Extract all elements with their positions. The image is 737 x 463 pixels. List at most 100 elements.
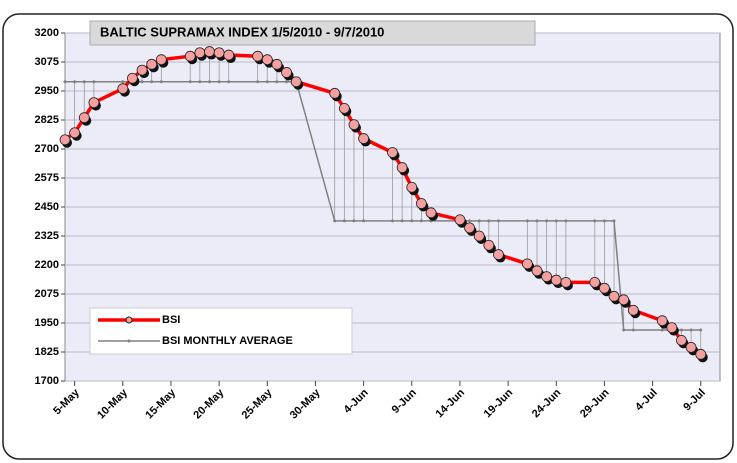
- marker: [589, 276, 601, 288]
- legend-box: [89, 307, 353, 355]
- marker: [400, 219, 404, 223]
- y-tick-label: 2575: [35, 172, 59, 184]
- marker: [419, 219, 423, 223]
- marker: [410, 219, 414, 223]
- marker: [535, 219, 539, 223]
- marker: [396, 162, 408, 173]
- marker: [679, 328, 683, 332]
- layer: [59, 32, 720, 386]
- marker: [525, 219, 529, 223]
- marker: [464, 222, 475, 234]
- marker: [656, 315, 668, 327]
- marker: [425, 207, 437, 219]
- marker: [608, 290, 620, 302]
- marker: [333, 219, 337, 223]
- marker: [271, 58, 283, 70]
- legend-label: BSI: [162, 314, 180, 326]
- marker: [155, 54, 167, 66]
- marker: [92, 80, 96, 84]
- marker: [406, 181, 418, 193]
- series-line: [65, 80, 701, 331]
- marker: [198, 80, 202, 84]
- marker: [612, 219, 616, 223]
- marker: [188, 80, 192, 84]
- y-tick-label: 2950: [35, 85, 59, 97]
- marker: [329, 87, 341, 99]
- title-box: [89, 20, 536, 46]
- marker: [140, 80, 144, 84]
- marker: [352, 219, 356, 223]
- marker: [627, 304, 639, 316]
- marker: [281, 67, 292, 78]
- marker: [602, 219, 606, 223]
- marker: [63, 80, 67, 84]
- marker: [362, 219, 366, 223]
- marker: [150, 80, 154, 84]
- marker: [227, 80, 231, 84]
- marker: [275, 80, 279, 84]
- y-tick-label: 2075: [35, 288, 59, 300]
- marker: [290, 76, 302, 88]
- y-tick-label: 1950: [35, 317, 59, 329]
- marker: [159, 80, 163, 84]
- marker: [545, 219, 549, 223]
- marker: [599, 282, 610, 294]
- marker: [541, 271, 553, 283]
- y-tick-label: 2200: [35, 259, 59, 271]
- marker: [415, 198, 427, 209]
- marker: [483, 239, 495, 251]
- marker: [69, 127, 81, 139]
- marker: [477, 219, 481, 223]
- marker: [78, 112, 90, 124]
- marker: [348, 119, 360, 131]
- marker: [217, 80, 221, 84]
- marker: [204, 46, 215, 57]
- marker: [666, 322, 678, 334]
- chart-title: BALTIC SUPRAMAX INDEX 1/5/2010 - 9/7/201…: [100, 24, 384, 39]
- marker: [689, 328, 693, 332]
- y-tick-label: 2700: [35, 143, 59, 155]
- marker: [676, 334, 687, 346]
- marker: [223, 49, 235, 61]
- marker: [496, 219, 500, 223]
- y-tick-label: 2450: [35, 201, 59, 213]
- y-tick-label: 3200: [35, 27, 59, 39]
- marker: [699, 328, 703, 332]
- marker: [252, 50, 264, 62]
- marker: [560, 276, 572, 288]
- marker: [618, 294, 630, 306]
- y-tick-label: 3075: [35, 56, 59, 68]
- marker: [73, 80, 77, 84]
- marker: [550, 274, 562, 286]
- marker: [285, 80, 289, 84]
- marker: [146, 58, 158, 70]
- marker: [184, 50, 196, 62]
- marker: [82, 80, 86, 84]
- marker: [117, 83, 129, 95]
- marker: [454, 214, 466, 226]
- marker: [487, 219, 491, 223]
- legend-marker: [127, 339, 131, 343]
- marker: [660, 328, 664, 332]
- marker: [391, 219, 394, 223]
- marker: [121, 80, 125, 84]
- marker: [473, 230, 485, 242]
- marker: [59, 134, 71, 146]
- marker: [531, 265, 543, 277]
- marker: [554, 219, 558, 223]
- marker: [136, 64, 148, 76]
- marker: [88, 97, 100, 108]
- marker: [468, 219, 472, 223]
- marker: [194, 47, 206, 59]
- marker: [387, 147, 398, 158]
- marker: [622, 328, 626, 332]
- y-tick-label: 1700: [35, 375, 59, 387]
- y-tick-label: 1825: [35, 346, 59, 358]
- marker: [521, 258, 533, 270]
- marker: [207, 80, 211, 84]
- marker: [338, 103, 350, 114]
- marker: [342, 219, 346, 223]
- marker: [213, 47, 225, 59]
- y-tick-label: 2825: [35, 114, 59, 126]
